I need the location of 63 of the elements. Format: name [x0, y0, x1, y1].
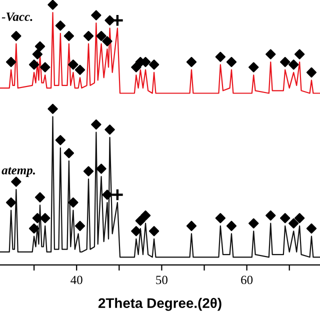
point	[96, 30, 106, 42]
point	[306, 67, 317, 78]
point	[248, 218, 259, 228]
point	[48, 0, 58, 10]
point	[28, 60, 40, 70]
series-label: atemp.	[2, 167, 35, 177]
point	[68, 197, 78, 208]
point	[288, 218, 299, 228]
x-tick-label: 40	[70, 276, 82, 284]
point	[40, 213, 50, 224]
point	[55, 134, 66, 146]
x-axis-title: 2Theta Degree.(2θ)	[98, 298, 222, 311]
point	[186, 220, 197, 232]
point	[91, 10, 102, 20]
point	[48, 104, 58, 114]
point	[91, 119, 102, 130]
point	[11, 30, 22, 42]
point	[280, 213, 290, 224]
point	[6, 197, 16, 208]
point	[68, 60, 78, 70]
point	[102, 36, 112, 46]
point	[74, 64, 86, 75]
point	[148, 60, 160, 70]
point	[40, 62, 50, 72]
point	[215, 52, 226, 62]
point	[266, 210, 276, 221]
series-label: -Vacc.	[2, 12, 32, 22]
point	[64, 30, 74, 42]
point	[83, 30, 94, 42]
point	[140, 210, 151, 221]
point	[28, 223, 40, 234]
point	[294, 213, 305, 224]
point	[64, 148, 74, 158]
point	[83, 166, 94, 176]
point	[74, 220, 86, 232]
point	[131, 226, 142, 236]
point	[6, 56, 16, 68]
point	[34, 41, 46, 52]
x-tick-label: 60	[241, 276, 253, 284]
point	[34, 192, 46, 202]
point	[148, 226, 160, 236]
point	[55, 20, 66, 31]
point	[96, 164, 106, 174]
x-tick-label: 50	[156, 276, 168, 284]
point	[226, 220, 237, 232]
point	[248, 62, 259, 72]
point	[294, 49, 305, 60]
point	[32, 213, 43, 224]
point	[215, 213, 226, 224]
point	[104, 124, 115, 135]
point	[104, 15, 115, 26]
point	[280, 56, 290, 68]
point	[32, 49, 43, 60]
point	[135, 216, 146, 226]
point	[11, 176, 22, 187]
point	[226, 56, 237, 68]
point	[102, 190, 112, 200]
point	[110, 188, 124, 202]
point	[186, 56, 197, 68]
point	[306, 223, 317, 234]
point	[288, 60, 299, 70]
point	[266, 49, 276, 60]
point	[131, 62, 142, 72]
